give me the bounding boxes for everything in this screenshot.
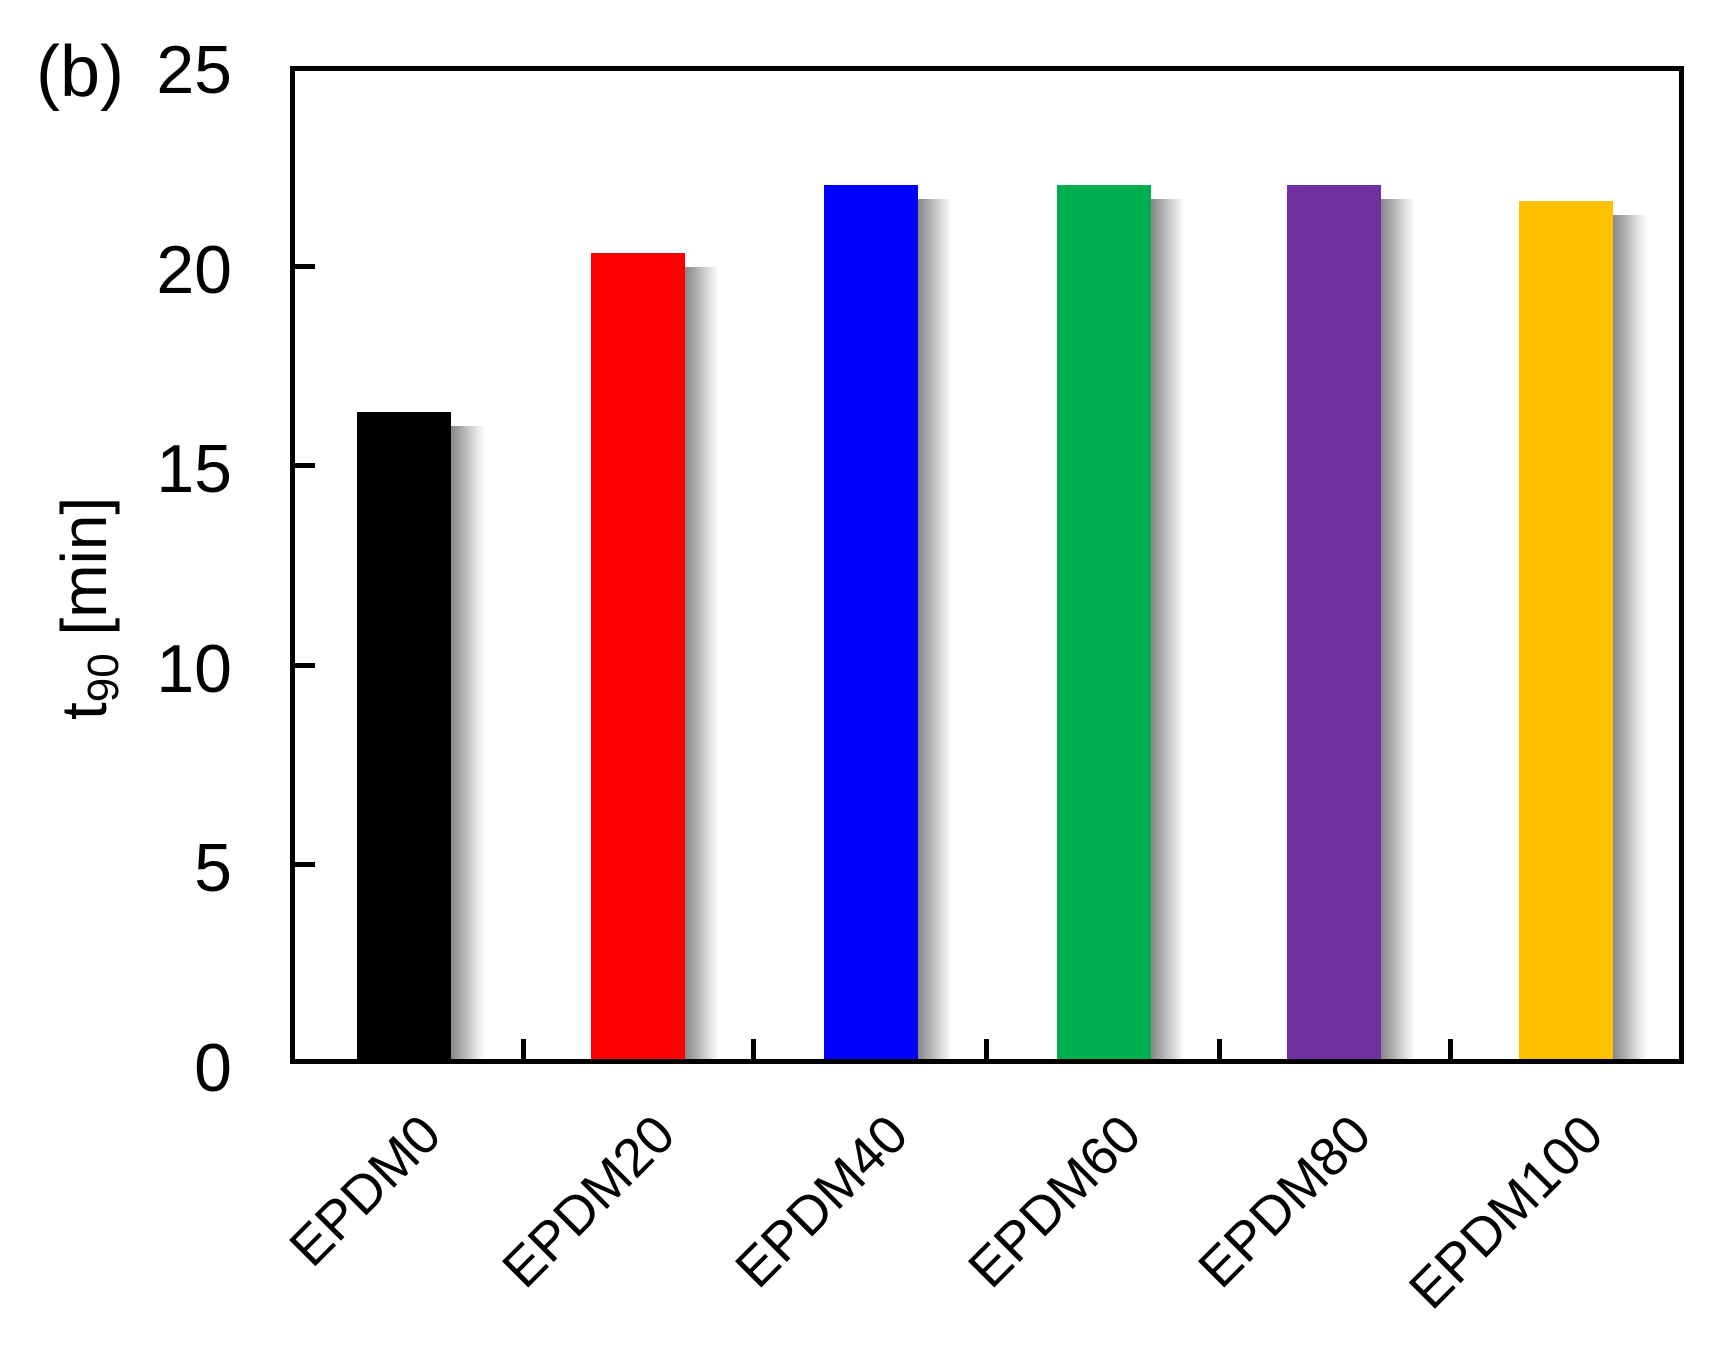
y-tick-label: 20 [156,231,232,308]
bar-shadow [1613,214,1647,1059]
y-tick-label: 10 [156,630,232,707]
y-tick-label: 0 [194,1030,232,1106]
plot-area [290,66,1684,1064]
x-tick-label: EPDM60 [957,1103,1153,1300]
y-tick-label: 15 [156,431,232,508]
x-tick-label: EPDM40 [724,1103,920,1300]
panel-label: (b) [36,32,124,112]
bar-shadow [685,266,719,1059]
x-tick [984,1039,989,1059]
bar-epdm100 [1519,200,1613,1059]
x-tick-label: EPDM0 [278,1103,453,1278]
bar-shadow [1151,198,1185,1059]
bar-shadow [1381,198,1415,1059]
bar-epdm60 [1057,184,1151,1059]
x-tick [751,1039,756,1059]
bar-shadow [451,426,485,1059]
y-axis-label-main: t [48,702,120,720]
y-tick [295,862,315,868]
x-tick [1217,1039,1222,1059]
x-tick-label: EPDM80 [1187,1103,1383,1300]
y-tick [295,662,315,668]
x-tick [1448,1039,1453,1059]
x-tick-label: EPDM20 [491,1103,687,1300]
x-tick-label: EPDM100 [1397,1103,1615,1321]
x-tick [521,1039,526,1059]
bar-epdm40 [824,184,918,1059]
y-tick [295,263,315,269]
bar-epdm0 [357,412,451,1059]
bar-epdm20 [591,252,685,1059]
y-axis-label-unit: [min] [48,496,120,654]
y-tick-label: 25 [156,32,232,108]
bar-epdm80 [1287,184,1381,1059]
bar-shadow [918,198,952,1059]
y-tick-label: 5 [194,830,232,907]
y-tick [295,463,315,469]
